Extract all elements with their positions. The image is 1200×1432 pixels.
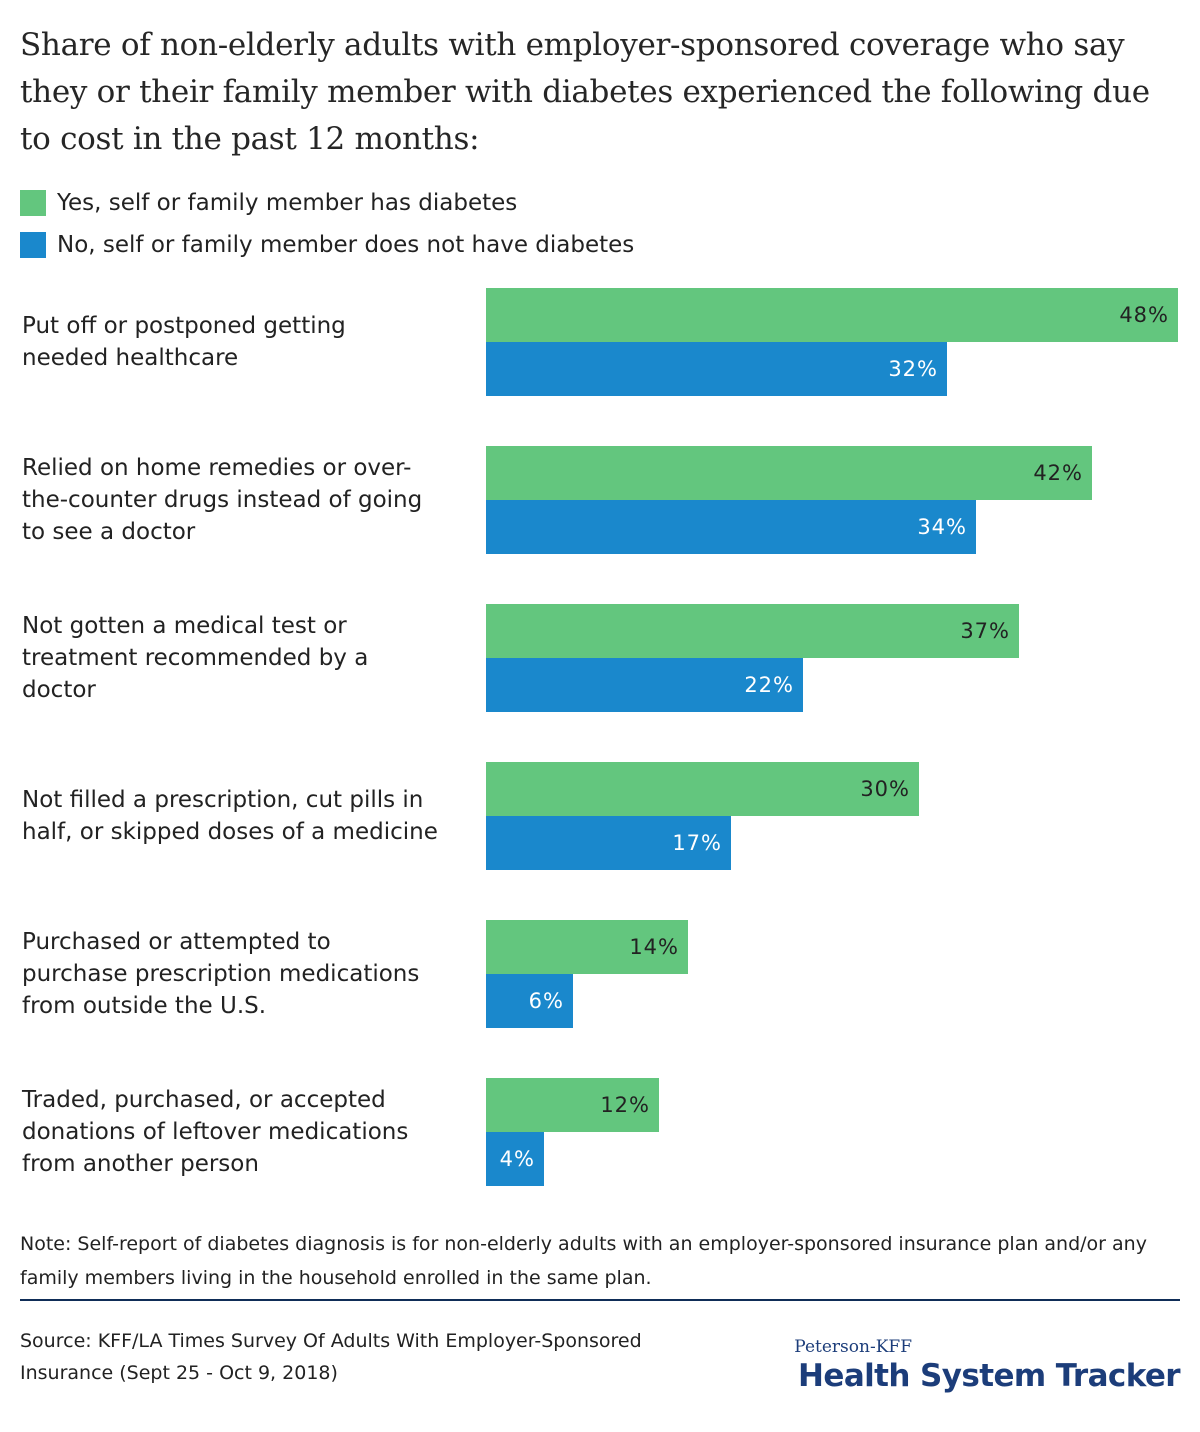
bar-no	[486, 816, 731, 870]
category-label-line: half, or skipped doses of a medicine	[22, 819, 438, 845]
bar-value-label-yes: 12%	[600, 1093, 650, 1117]
bar-value-label-no: 17%	[672, 831, 722, 855]
bar-yes	[486, 920, 688, 974]
category-label-line: Purchased or attempted to	[22, 929, 331, 955]
bar-yes	[486, 1078, 659, 1132]
bar-no	[486, 658, 803, 712]
category-label-line: Put off or postponed getting	[22, 313, 346, 339]
category-label-line: needed healthcare	[22, 345, 239, 371]
legend-swatch-no	[20, 232, 46, 258]
bar-no	[486, 974, 573, 1028]
category-label: Put off or postponed getting needed healt…	[22, 288, 472, 396]
brand-health-system-tracker: Health System Tracker	[798, 1358, 1181, 1394]
legend-item-yes: Yes, self or family member has diabetes	[20, 189, 517, 217]
category-label-line: treatment recommended by a	[22, 645, 369, 671]
bar-yes	[486, 604, 1019, 658]
bar-value-label-no: 22%	[744, 673, 794, 697]
category-label-line: Relied on home remedies or over-	[22, 455, 412, 481]
bar-yes	[486, 288, 1178, 342]
category-label-line: to see a doctor	[22, 519, 196, 545]
bar-value-label-yes: 48%	[1119, 303, 1169, 327]
category-label: Traded, purchased, or accepted donations …	[22, 1078, 472, 1186]
legend-swatch-yes	[20, 190, 46, 216]
category-label-line: doctor	[22, 677, 96, 703]
category-label-line: donations of leftover medications	[22, 1119, 409, 1145]
bar-yes	[486, 762, 919, 816]
category-label-text: Relied on home remedies or over-the-coun…	[22, 452, 422, 548]
category-label-line: Traded, purchased, or accepted	[22, 1087, 386, 1113]
bar-value-label-yes: 30%	[860, 777, 910, 801]
bar-yes	[486, 446, 1092, 500]
category-label-text: Not filled a prescription, cut pills in h…	[22, 784, 438, 848]
chart-note: Note: Self-report of diabetes diagnosis …	[20, 1233, 1147, 1289]
category-label-line: Not gotten a medical test or	[22, 613, 347, 639]
category-label-line: from another person	[22, 1151, 259, 1177]
chart-title: Share of non-elderly adults with employe…	[20, 27, 1150, 157]
bar-value-label-yes: 42%	[1033, 461, 1083, 485]
category-label: Purchased or attempted to purchase prescr…	[22, 920, 472, 1028]
bar-value-label-no: 4%	[499, 1147, 535, 1171]
category-label-text: Purchased or attempted to purchase prescr…	[22, 926, 419, 1022]
brand-peterson-kff: Peterson-KFF	[794, 1337, 912, 1357]
category-label: Not gotten a medical test or treatment re…	[22, 604, 472, 712]
footer-divider	[20, 1299, 1180, 1301]
category-label: Not filled a prescription, cut pills in h…	[22, 762, 472, 870]
category-label-line: Not filled a prescription, cut pills in	[22, 787, 424, 813]
legend-label-yes: Yes, self or family member has diabetes	[57, 190, 518, 216]
category-label-text: Traded, purchased, or accepted donations …	[22, 1084, 408, 1180]
category-label-line: the-counter drugs instead of going	[22, 487, 423, 513]
legend-item-no: No, self or family member does not have …	[20, 231, 634, 259]
category-label-text: Put off or postponed getting needed healt…	[22, 310, 346, 374]
bar-no	[486, 342, 947, 396]
legend-label-no: No, self or family member does not have …	[57, 232, 635, 258]
bar-value-label-no: 6%	[528, 989, 564, 1013]
category-label-line: from outside the U.S.	[22, 993, 267, 1019]
category-label-text: Not gotten a medical test or treatment re…	[22, 610, 368, 706]
bar-value-label-no: 34%	[917, 515, 967, 539]
bar-no	[486, 1132, 544, 1186]
bar-value-label-yes: 37%	[960, 619, 1010, 643]
category-label: Relied on home remedies or over-the-coun…	[22, 446, 472, 554]
chart-source: Source: KFF/LA Times Survey Of Adults Wi…	[20, 1330, 642, 1384]
category-label-line: purchase prescription medications	[22, 961, 420, 987]
bar-value-label-no: 32%	[888, 357, 938, 381]
bar-value-label-yes: 14%	[629, 935, 679, 959]
bar-no	[486, 500, 976, 554]
